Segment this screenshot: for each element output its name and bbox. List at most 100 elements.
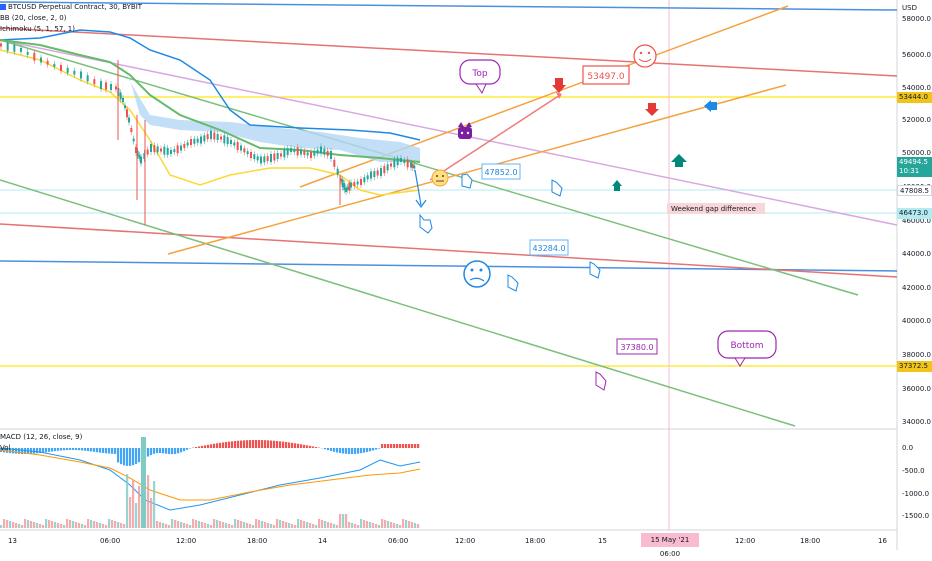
cat-face-icon: [458, 122, 472, 139]
volume-bar: [387, 521, 389, 528]
volume-bar: [120, 523, 122, 528]
volume-bar: [69, 520, 71, 528]
volume-bar: [231, 525, 233, 528]
legend-vol[interactable]: Vol: [0, 444, 10, 453]
volume-bar: [195, 520, 197, 528]
volume-bar: [207, 524, 209, 528]
volume-bar: [63, 525, 65, 528]
volume-bar: [363, 520, 365, 528]
volume-bar: [96, 522, 98, 528]
macd-bar: [273, 441, 275, 448]
macd-bar: [225, 442, 227, 448]
volume-bar: [198, 521, 200, 528]
legend-ichimoku[interactable]: Ichimoku (5, 1, 57, 1): [0, 25, 75, 34]
macd-bar: [384, 444, 386, 448]
price-tag: 37372.5: [897, 361, 932, 372]
pointing-hand-icon: [590, 262, 600, 278]
volume-bar: [9, 521, 11, 528]
macd-bar: [255, 440, 257, 448]
weekend-gap-note[interactable]: Weekend gap difference: [667, 203, 765, 214]
macd-bar: [345, 448, 347, 454]
top-label: Top: [471, 69, 487, 79]
time-cursor-label: 15 May '21 06:00: [641, 533, 699, 547]
macd-bar: [219, 443, 221, 448]
symbol-title: BTCUSD Perpetual Contract, 30, BYBIT: [8, 3, 142, 11]
time-tick-label: 18:00: [247, 537, 267, 545]
macd-bar: [354, 448, 356, 454]
macd-bar: [126, 448, 128, 466]
macd-bar: [312, 446, 314, 448]
volume-bars: [0, 437, 419, 528]
macd-bar: [291, 443, 293, 448]
macd-bar: [72, 448, 74, 450]
macd-bar: [33, 448, 35, 454]
macd-bar: [408, 444, 410, 448]
volume-bar: [288, 523, 290, 528]
macd-bar: [246, 440, 248, 448]
volume-bar: [375, 524, 377, 528]
macd-bar: [54, 448, 56, 451]
macd-bar: [300, 444, 302, 448]
macd-histogram: [0, 440, 419, 466]
price-tick-label: 36000.0: [902, 385, 931, 393]
volume-bar: [12, 522, 14, 528]
macd-bar: [216, 443, 218, 448]
volume-bar: [285, 522, 287, 528]
down-pointer-arrow: [415, 170, 426, 207]
macd-bar: [258, 440, 260, 448]
macd-bar: [417, 444, 419, 448]
red-trendline-lower: [0, 224, 897, 277]
macd-bar: [99, 448, 101, 453]
volume-bar: [414, 523, 416, 528]
volume-bar: [135, 503, 137, 528]
top-callout[interactable]: Top: [460, 60, 500, 93]
volume-bar: [201, 522, 203, 528]
price-callout-43284[interactable]: 43284.0: [530, 240, 568, 255]
time-tick-label: 14: [318, 537, 327, 545]
macd-bar: [201, 446, 203, 448]
volume-bar: [132, 480, 134, 528]
price-callout-37380[interactable]: 37380.0: [617, 339, 657, 354]
macd-bar: [342, 448, 344, 453]
legend-macd[interactable]: MACD (12, 26, close, 9): [0, 433, 82, 442]
volume-bar: [204, 523, 206, 528]
macd-bar: [120, 448, 122, 464]
macd-bar: [309, 446, 311, 448]
volume-bar: [0, 525, 2, 528]
time-tick-label: 18:00: [525, 537, 545, 545]
macd-bar: [114, 448, 116, 454]
smiley-face-icon: [634, 45, 656, 67]
macd-bar: [45, 448, 47, 452]
volume-bar: [108, 519, 110, 528]
volume-bar: [18, 524, 20, 528]
macd-bar: [81, 448, 83, 450]
volume-bar: [390, 522, 392, 528]
macd-bar: [372, 448, 374, 450]
bottom-callout[interactable]: Bottom: [718, 331, 776, 366]
volume-bar: [417, 524, 419, 528]
macd-bar: [57, 448, 59, 451]
volume-bar: [228, 524, 230, 528]
price-tick-label: 54000.0: [902, 84, 931, 92]
volume-bar: [102, 524, 104, 528]
legend-bb[interactable]: BB (20, close, 2, 0): [0, 14, 67, 23]
macd-bar: [213, 444, 215, 448]
volume-bar: [111, 520, 113, 528]
volume-bar: [339, 514, 341, 528]
macd-bar: [243, 440, 245, 448]
macd-bar: [51, 448, 53, 451]
price-callout-53497[interactable]: 53497.0: [583, 66, 629, 84]
volume-bar: [156, 521, 158, 528]
volume-bar: [192, 519, 194, 528]
price-callout-47852[interactable]: 47852.0: [482, 164, 520, 179]
volume-bar: [210, 525, 212, 528]
legend-symbol[interactable]: BTCUSD Perpetual Contract, 30, BYBIT: [0, 3, 142, 12]
macd-bar: [108, 448, 110, 454]
macd-bar: [78, 448, 80, 450]
macd-bar: [207, 445, 209, 448]
macd-bar: [288, 442, 290, 448]
macd-bar: [90, 448, 92, 451]
pointing-hand-icon: [596, 372, 606, 390]
